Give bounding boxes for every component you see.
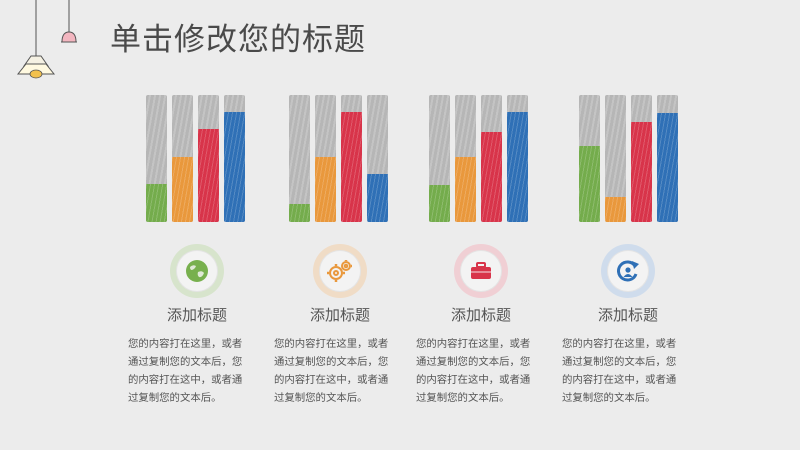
bar-fill-green xyxy=(429,185,450,222)
briefcase-icon xyxy=(460,250,502,292)
bar-track xyxy=(481,95,502,222)
body-line: 通过复制您的文本后，您 xyxy=(562,356,677,368)
panel-body-text: 您的内容打在这里，或者 通过复制您的文本后，您 的内容打在这中，或者通 过复制您的文本… xyxy=(274,335,424,407)
bar-track xyxy=(367,95,388,222)
bar-track xyxy=(657,95,678,222)
bar-fill-blue xyxy=(657,113,678,222)
bar-fill-blue xyxy=(507,112,528,222)
panel-heading: 添加标题 xyxy=(309,306,370,324)
refresh-user-icon xyxy=(607,250,649,292)
body-line: 通过复制您的文本后，您 xyxy=(416,356,531,368)
bar-group xyxy=(429,95,528,222)
panel-body-text: 您的内容打在这里，或者 通过复制您的文本后，您 的内容打在这中，或者通 过复制您的文本… xyxy=(416,335,566,407)
body-line: 的内容打在这中，或者通 xyxy=(274,374,389,386)
body-line: 您的内容打在这里，或者 xyxy=(274,338,389,350)
bar-fill-green xyxy=(146,184,167,222)
body-line: 过复制您的文本后。 xyxy=(128,392,222,404)
bar-track xyxy=(198,95,219,222)
bar-group xyxy=(579,95,678,222)
bar-fill-orange xyxy=(315,157,336,222)
hanging-lamp-icon xyxy=(16,0,56,79)
body-line: 的内容打在这中，或者通 xyxy=(562,374,677,386)
bar-track xyxy=(146,95,167,222)
body-line: 通过复制您的文本后，您 xyxy=(274,356,389,368)
body-line: 过复制您的文本后。 xyxy=(416,392,510,404)
panel-body-text: 您的内容打在这里，或者 通过复制您的文本后，您 的内容打在这中，或者通 过复制您的文本… xyxy=(562,335,712,407)
icon-circle xyxy=(313,244,367,298)
bar-fill-orange xyxy=(605,197,626,222)
bar-track xyxy=(579,95,600,222)
body-line: 的内容打在这中，或者通 xyxy=(416,374,531,386)
panel-heading: 添加标题 xyxy=(450,306,511,324)
body-line: 您的内容打在这里，或者 xyxy=(128,338,243,350)
hanging-bell-lamp-icon xyxy=(61,0,77,43)
gears-icon xyxy=(319,250,361,292)
bar-track xyxy=(289,95,310,222)
body-line: 您的内容打在这里，或者 xyxy=(562,338,677,350)
bar-track xyxy=(631,95,652,222)
bar-track xyxy=(429,95,450,222)
icon-circle xyxy=(454,244,508,298)
bar-track xyxy=(507,95,528,222)
bar-fill-red xyxy=(198,129,219,222)
bar-fill-orange xyxy=(172,157,193,222)
bar-track xyxy=(455,95,476,222)
panel-heading: 添加标题 xyxy=(597,306,658,324)
bar-fill-blue xyxy=(224,112,245,222)
bar-fill-blue xyxy=(367,174,388,222)
globe-icon xyxy=(176,250,218,292)
icon-circle xyxy=(601,244,655,298)
panel-body-text: 您的内容打在这里，或者 通过复制您的文本后，您 的内容打在这中，或者通 过复制您的文本… xyxy=(128,335,278,407)
bar-group xyxy=(289,95,388,222)
panel-heading: 添加标题 xyxy=(166,306,227,324)
body-line: 过复制您的文本后。 xyxy=(274,392,368,404)
bar-group xyxy=(146,95,245,222)
body-line: 您的内容打在这里，或者 xyxy=(416,338,531,350)
bar-fill-red xyxy=(341,112,362,222)
bar-track xyxy=(605,95,626,222)
bar-fill-red xyxy=(481,132,502,222)
bar-fill-green xyxy=(289,204,310,222)
bar-track xyxy=(315,95,336,222)
bar-fill-green xyxy=(579,146,600,222)
page-title: 单击修改您的标题 xyxy=(110,22,366,58)
icon-circle xyxy=(170,244,224,298)
bar-track xyxy=(172,95,193,222)
body-line: 过复制您的文本后。 xyxy=(562,392,656,404)
body-line: 的内容打在这中，或者通 xyxy=(128,374,243,386)
bar-track xyxy=(341,95,362,222)
bar-track xyxy=(224,95,245,222)
body-line: 通过复制您的文本后，您 xyxy=(128,356,243,368)
bar-fill-orange xyxy=(455,157,476,222)
bar-fill-red xyxy=(631,122,652,222)
